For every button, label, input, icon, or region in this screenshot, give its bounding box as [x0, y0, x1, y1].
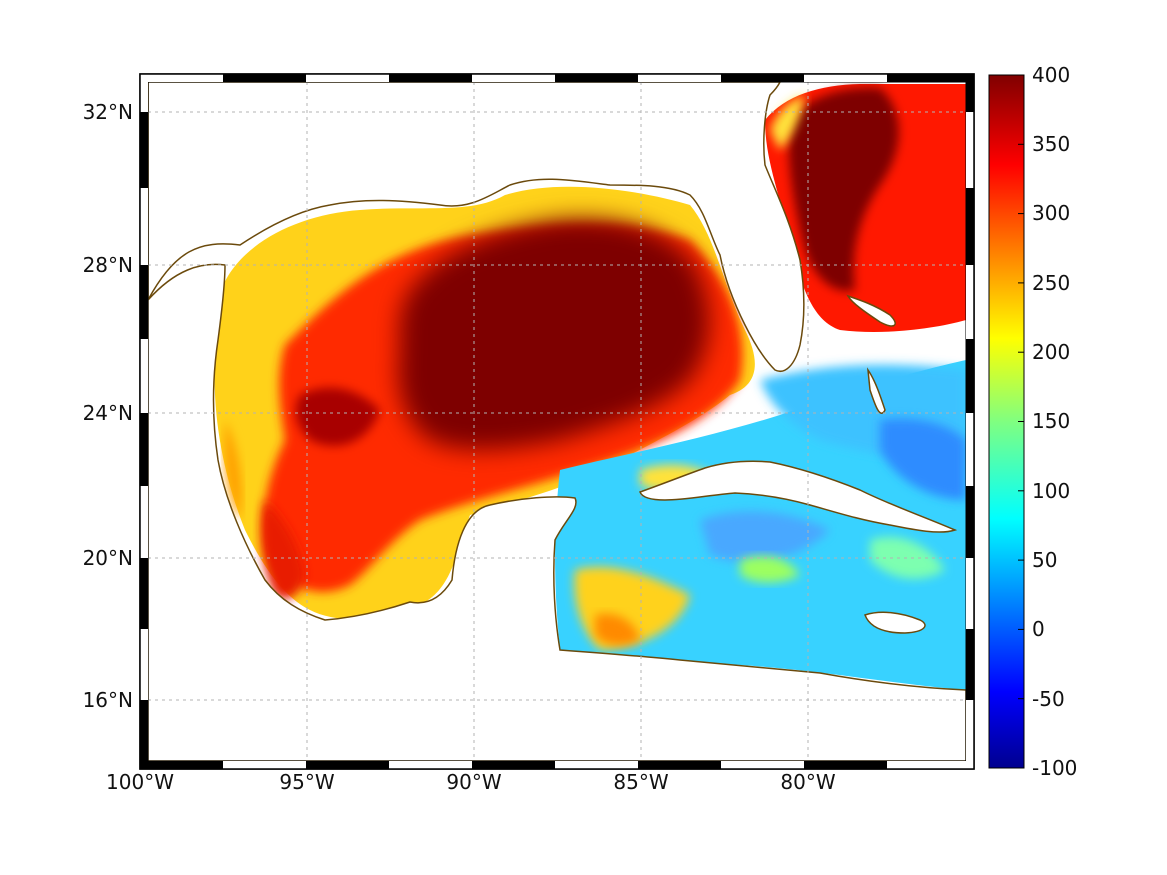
- lon-label-90w: 90°W: [446, 770, 501, 794]
- lat-label-20n: 20°N: [83, 546, 133, 570]
- lon-label-85w: 85°W: [613, 770, 668, 794]
- lon-label-95w: 95°W: [279, 770, 334, 794]
- colorbar-tick-neg50: -50: [1032, 687, 1065, 711]
- longitude-labels: 100°W 95°W 90°W 85°W 80°W: [106, 770, 836, 794]
- colorbar-tick-200: 200: [1032, 340, 1070, 364]
- colorbar-tick-150: 150: [1032, 409, 1070, 433]
- latitude-labels: 32°N 28°N 24°N 20°N 16°N: [83, 100, 133, 712]
- lat-label-32n: 32°N: [83, 100, 133, 124]
- colorbar-tick-300: 300: [1032, 201, 1070, 225]
- lon-label-80w: 80°W: [780, 770, 835, 794]
- map-area: [148, 82, 966, 761]
- colorbar-tick-neg100: -100: [1032, 756, 1077, 780]
- colorbar-tick-250: 250: [1032, 271, 1070, 295]
- colorbar-tick-400: 400: [1032, 63, 1070, 87]
- colorbar-tick-50: 50: [1032, 548, 1057, 572]
- graticule: [148, 82, 966, 761]
- colorbar-tick-100: 100: [1032, 479, 1070, 503]
- land: [148, 82, 966, 761]
- colorbar: 400 350 300 250 200 150 100 50 0 -50 -10…: [988, 63, 1077, 780]
- lat-label-16n: 16°N: [83, 688, 133, 712]
- lat-label-28n: 28°N: [83, 253, 133, 277]
- colorbar-tick-0: 0: [1032, 617, 1045, 641]
- map-frame: [139, 73, 975, 770]
- lon-label-100w: 100°W: [106, 770, 174, 794]
- gulf-field: [214, 186, 755, 620]
- caribbean-field: [555, 360, 966, 690]
- atlantic-field: [765, 84, 966, 332]
- lat-label-24n: 24°N: [83, 401, 133, 425]
- colorbar-tick-350: 350: [1032, 132, 1070, 156]
